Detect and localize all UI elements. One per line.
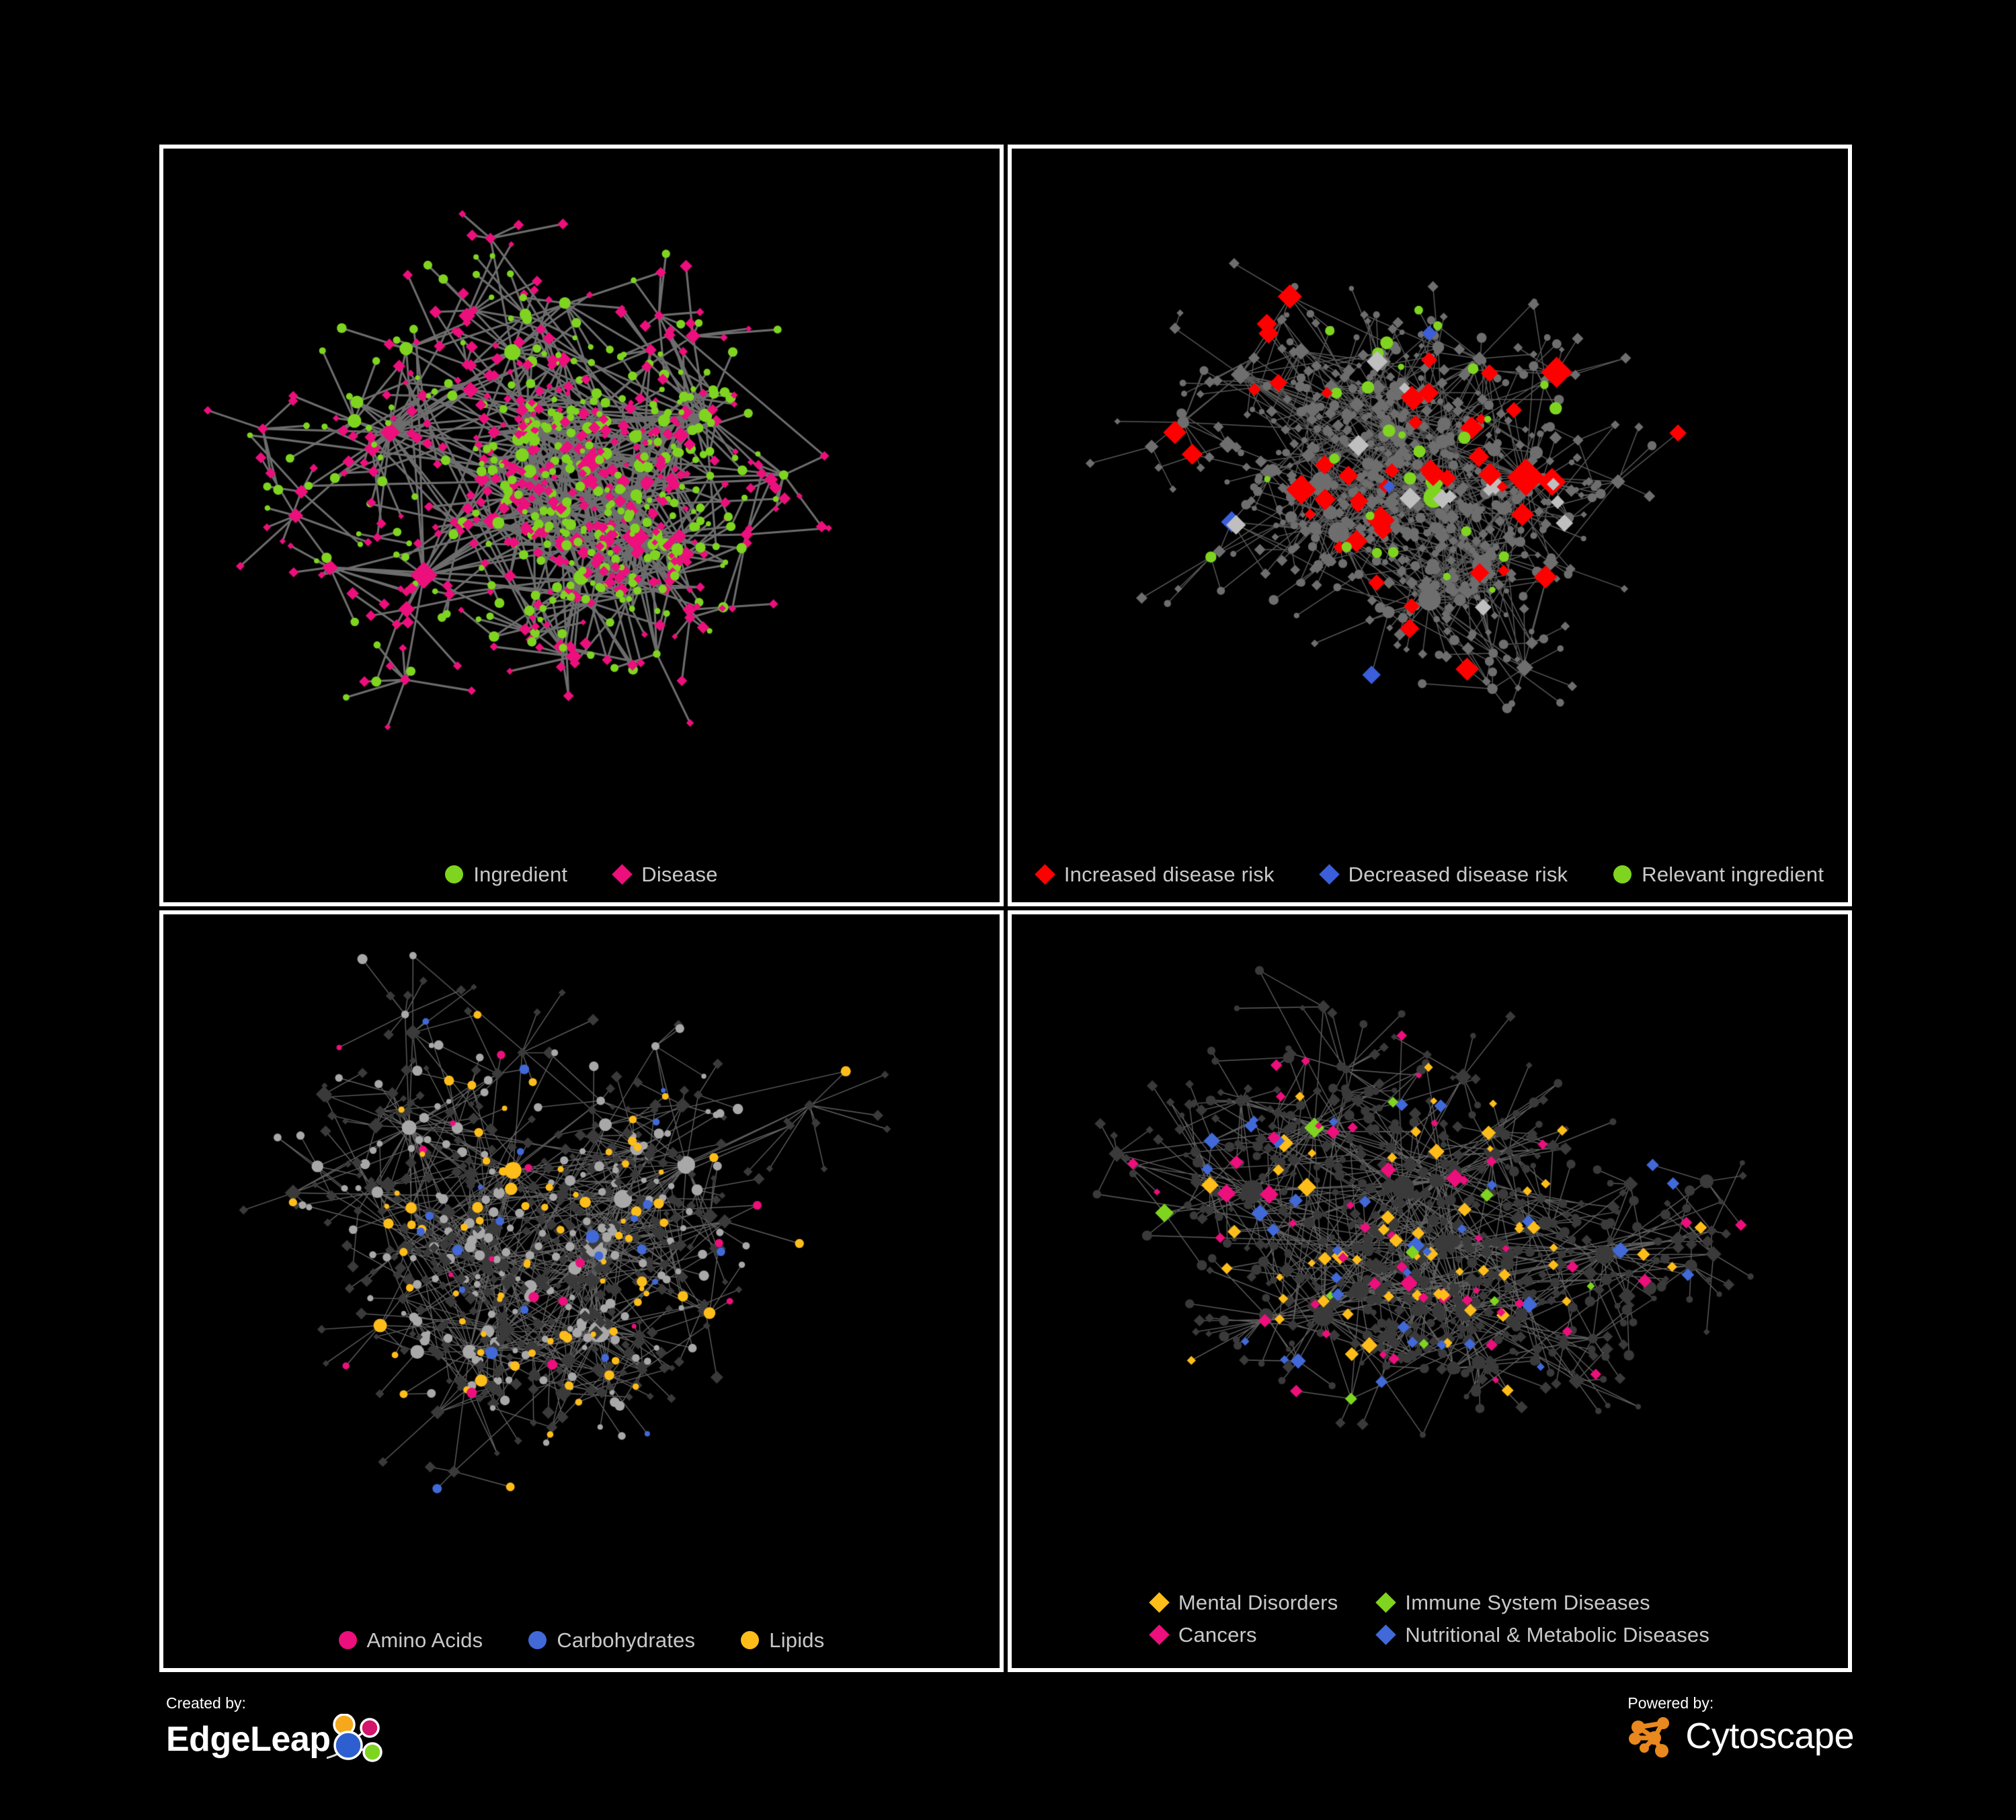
panel-ingredient-disease[interactable]: Ingredient Disease <box>159 145 1004 906</box>
network-canvas-ingredient-disease[interactable] <box>163 149 1000 902</box>
network-canvas-disease-class[interactable] <box>1012 914 1848 1668</box>
powered-by-cytoscape[interactable]: Powered by: <box>1627 1696 1854 1758</box>
created-by-kicker: Created by: <box>166 1694 246 1712</box>
cytoscape-wordmark: Cytoscape <box>1685 1716 1854 1756</box>
network-canvas-disease-risk[interactable] <box>1012 149 1848 902</box>
footer: Created by: EdgeLeap Powered by: <box>159 1692 1857 1806</box>
panel-ingredient-class[interactable]: Amino Acids Carbohydrates Lipids <box>159 910 1004 1672</box>
edgeleap-logo-row: EdgeLeap <box>166 1714 389 1765</box>
panel-grid: Ingredient Disease Increased disease risk… <box>159 145 1857 1676</box>
created-by-edgeleap[interactable]: Created by: EdgeLeap <box>166 1696 389 1765</box>
cytoscape-network-icon <box>1629 1717 1670 1757</box>
network-canvas-ingredient-class[interactable] <box>163 914 1000 1668</box>
panel-disease-class[interactable]: Mental Disorders Immune System Diseases Ca… <box>1008 910 1852 1672</box>
powered-by-kicker: Powered by: <box>1627 1694 1714 1712</box>
edgeleap-wordmark: EdgeLeap <box>166 1720 331 1759</box>
edgeleap-network-icon <box>326 1714 382 1762</box>
panel-disease-risk[interactable]: Increased disease risk Decreased disease … <box>1008 145 1852 906</box>
cytoscape-logo-row: Cytoscape <box>1627 1714 1854 1758</box>
